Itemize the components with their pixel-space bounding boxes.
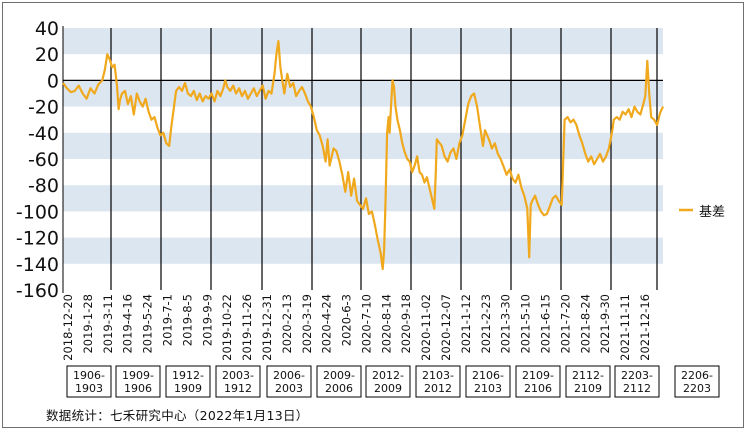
- x-tick-label: 2019-11-26: [240, 294, 254, 361]
- x-tick-label: 2019-1-28: [81, 294, 95, 354]
- contract-label-box: [565, 365, 611, 398]
- contract-label-box: [215, 365, 261, 398]
- contract-label: 1909: [174, 382, 202, 395]
- contract-label: 1906: [124, 382, 152, 395]
- y-tick-label: -40: [28, 123, 59, 145]
- x-tick-label: 2019-8-5: [180, 294, 194, 346]
- x-tick-label: 2020-9-18: [399, 294, 413, 354]
- x-tick-label: 2021-7-20: [558, 294, 572, 354]
- x-tick-label: 2020-12-07: [439, 294, 453, 361]
- contract-label: 1912: [224, 382, 252, 395]
- y-tick-label: -100: [16, 201, 59, 223]
- contract-label: 2106-: [472, 369, 504, 382]
- contract-label: 1912-: [172, 369, 204, 382]
- contract-label-box: [266, 365, 312, 398]
- contract-label: 2012: [424, 382, 452, 395]
- y-tick-label: 20: [35, 44, 59, 66]
- contract-label-box: [316, 365, 362, 398]
- x-tick-label: 2019-3-11: [101, 294, 115, 354]
- contract-label: 2203-: [621, 369, 653, 382]
- contract-label: 1909-: [122, 369, 154, 382]
- contract-label-box: [115, 365, 161, 398]
- x-tick-label: 2018-12-20: [61, 294, 75, 361]
- x-tick-label: 2020-2-13: [280, 294, 294, 354]
- x-tick-label: 2019-12-31: [260, 294, 274, 361]
- x-tick-label: 2020-11-02: [419, 294, 433, 361]
- x-tick-label: 2020-7-10: [359, 294, 373, 354]
- contract-label: 2003: [275, 382, 303, 395]
- y-tick-label: -120: [16, 228, 59, 250]
- x-tick-label: 2019-5-24: [141, 294, 155, 354]
- contract-label: 2106: [524, 382, 552, 395]
- x-tick-label: 2019-7-1: [160, 294, 174, 346]
- x-tick-label: 2021-9-30: [598, 294, 612, 354]
- contract-label: 1903: [75, 382, 103, 395]
- y-tick-label: -160: [16, 280, 59, 302]
- contract-label: 2006-: [273, 369, 305, 382]
- contract-label-box: [674, 365, 720, 398]
- contract-label-box: [614, 365, 660, 398]
- x-tick-label: 2019-4-16: [121, 294, 135, 354]
- grid-band: [63, 132, 663, 159]
- contract-label: 2009-: [323, 369, 355, 382]
- x-tick-label: 2021-5-10: [519, 294, 533, 354]
- contract-label: 2112-: [572, 369, 604, 382]
- grid-band: [63, 80, 663, 107]
- y-tick-label: -20: [28, 97, 59, 119]
- contract-label: 2003-: [222, 369, 254, 382]
- source-note: 数据统计：七禾研究中心（2022年1月13日）: [46, 408, 309, 423]
- x-tick-label: 2020-3-19: [300, 294, 314, 354]
- contract-label: 2206-: [681, 369, 713, 382]
- contract-label: 2006: [325, 382, 353, 395]
- x-tick-label: 2021-12-16: [638, 294, 652, 361]
- contract-label-box: [66, 365, 112, 398]
- contract-label: 2109-: [522, 369, 554, 382]
- x-tick-label: 2021-3-30: [499, 294, 513, 354]
- contract-label: 2203: [683, 382, 711, 395]
- contract-label-box: [515, 365, 561, 398]
- x-tick-label: 2021-8-24: [578, 294, 592, 354]
- contract-label: 2109: [574, 382, 602, 395]
- x-tick-label: 2021-11-11: [618, 294, 632, 361]
- contract-label: 2103: [474, 382, 502, 395]
- contract-label: 1906-: [73, 369, 105, 382]
- x-tick-label: 2021-6-15: [539, 294, 553, 354]
- contract-label: 2012-: [372, 369, 404, 382]
- contract-label-box: [415, 365, 461, 398]
- x-tick-label: 2020-8-14: [379, 294, 393, 354]
- series-line: [62, 40, 665, 271]
- grid-band: [63, 237, 663, 264]
- x-tick-label: 2020-6-3: [340, 294, 354, 346]
- contract-label: 2103-: [422, 369, 454, 382]
- contract-label-box: [365, 365, 411, 398]
- x-tick-label: 2019-9-9: [200, 294, 214, 346]
- y-tick-label: -80: [28, 175, 59, 197]
- contract-label: 2112: [623, 382, 651, 395]
- grid-band: [63, 28, 663, 55]
- x-tick-label: 2021-2-23: [479, 294, 493, 354]
- x-tick-label: 2021-1-12: [459, 294, 473, 354]
- legend-label: 基差: [699, 205, 725, 220]
- contract-label-box: [465, 365, 511, 398]
- x-tick-label: 2020-4-24: [320, 294, 334, 354]
- contract-label: 2009: [374, 382, 402, 395]
- contract-label-box: [165, 365, 211, 398]
- y-tick-label: -60: [28, 149, 59, 171]
- y-tick-label: -140: [16, 254, 59, 276]
- y-tick-label: 0: [47, 70, 59, 92]
- x-tick-label: 2019-10-22: [220, 294, 234, 361]
- y-tick-label: 40: [35, 18, 59, 40]
